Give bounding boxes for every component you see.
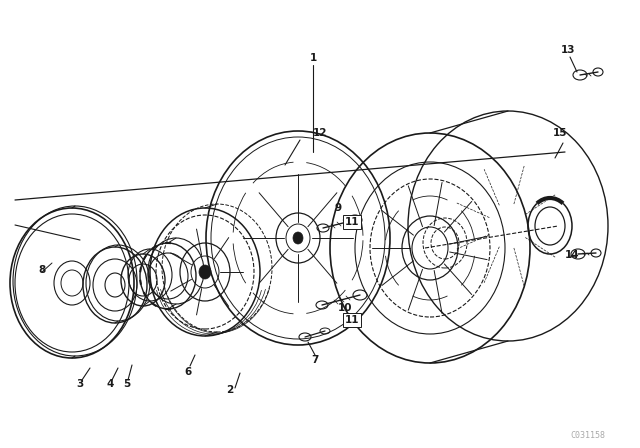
Text: 8: 8: [38, 265, 45, 275]
Text: 6: 6: [184, 367, 191, 377]
Text: 12: 12: [313, 128, 327, 138]
Text: 9: 9: [335, 203, 342, 213]
Text: 10: 10: [338, 303, 352, 313]
Text: C031158: C031158: [570, 431, 605, 440]
Text: 1: 1: [309, 53, 317, 63]
Text: 7: 7: [311, 355, 319, 365]
Ellipse shape: [293, 232, 303, 244]
Text: 11: 11: [345, 217, 359, 227]
Text: 4: 4: [106, 379, 114, 389]
Text: 2: 2: [227, 385, 234, 395]
Text: 5: 5: [124, 379, 131, 389]
Ellipse shape: [199, 265, 211, 279]
Text: 3: 3: [76, 379, 84, 389]
Text: 15: 15: [553, 128, 567, 138]
Text: 14: 14: [564, 250, 579, 260]
Text: 13: 13: [561, 45, 575, 55]
Text: 11: 11: [345, 315, 359, 325]
